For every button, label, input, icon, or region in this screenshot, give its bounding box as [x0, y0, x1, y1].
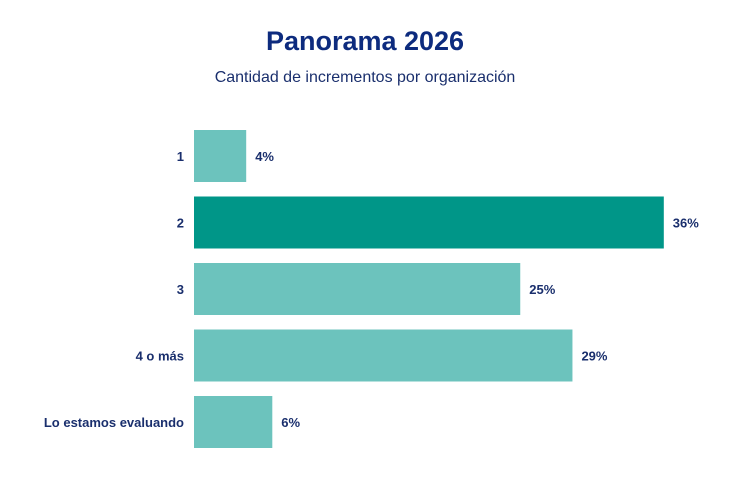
value-label: 6% [281, 415, 300, 430]
value-label: 25% [529, 282, 555, 297]
bar [194, 130, 247, 182]
category-label: 3 [177, 282, 184, 297]
chart-title: Panorama 2026 [265, 26, 465, 56]
chart-subtitle: Cantidad de incrementos por organización [214, 69, 516, 86]
category-label: 1 [177, 149, 184, 164]
bar [194, 196, 664, 249]
bar [194, 263, 521, 315]
value-label: 4% [255, 149, 274, 164]
value-label: 29% [581, 349, 607, 364]
category-label: 4 o más [136, 349, 184, 364]
value-label: 36% [673, 216, 699, 231]
bar [194, 396, 273, 448]
category-label: Lo estamos evaluando [44, 415, 184, 430]
category-label: 2 [177, 216, 184, 231]
bar [194, 329, 573, 382]
